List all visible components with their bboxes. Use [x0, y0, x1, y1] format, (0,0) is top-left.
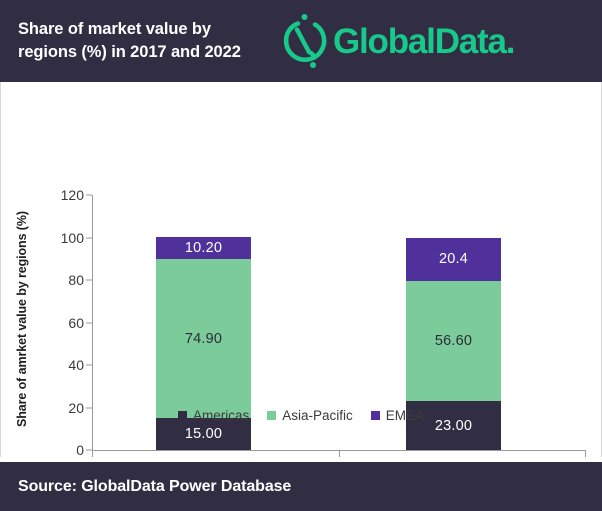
bar-value-label: 74.90 [184, 330, 223, 347]
footer-bar: Source: GlobalData Power Database [0, 462, 602, 511]
page-title: Share of market value by regions (%) in … [18, 20, 241, 61]
y-tick-mark [86, 449, 92, 451]
chart-legend: Americas Asia-Pacific EMEA [0, 408, 602, 423]
y-tick-label: 80 [68, 272, 84, 288]
legend-swatch [370, 411, 380, 420]
x-tick-separator [338, 450, 340, 457]
legend-item-asia-pacific[interactable]: Asia-Pacific [267, 408, 353, 423]
y-tick-label: 60 [68, 314, 84, 331]
x-tick-separator [92, 450, 93, 457]
x-tick-separator [585, 450, 586, 457]
legend-swatch [177, 411, 187, 420]
bar-segment-asia-pacific[interactable]: 56.60 [406, 280, 501, 402]
bar-value-label: 10.20 [184, 240, 223, 257]
y-axis-title-text: Share of amrket value by regions (%) [15, 211, 29, 427]
y-tick-label: 40 [68, 357, 84, 373]
legend-item-emea[interactable]: EMEA [370, 408, 425, 423]
legend-item-americas[interactable]: Americas [177, 408, 250, 423]
globaldata-circle-mark-icon [283, 14, 327, 68]
y-axis-title: Share of amrket value by regions (%) [15, 0, 29, 427]
legend-swatch [267, 411, 277, 420]
bar-segment-emea[interactable]: 20.4 [406, 237, 501, 281]
globaldata-logo: GlobalData. [278, 13, 515, 69]
chart-card: Share of amrket value by regions (%) 0 20… [0, 82, 602, 475]
y-axis-line [92, 195, 93, 450]
y-tick-mark [86, 407, 92, 408]
y-tick-mark [86, 279, 92, 281]
plot-area: 0 20 40 60 80 100 120 15.00 74.90 10.20 23.00 56.6… [61, 187, 586, 475]
bar-segment-emea[interactable]: 10.20 [156, 237, 251, 259]
header-bar: Share of market value by regions (%) in … [0, 0, 602, 82]
y-tick-label: 120 [60, 187, 84, 203]
bar-segment-americas[interactable]: 23.00 [406, 401, 501, 450]
legend-label: Americas [192, 408, 250, 423]
y-tick-label: 100 [60, 229, 84, 246]
bar-segment-asia-pacific[interactable]: 74.90 [156, 258, 251, 419]
bar-value-label: 15.00 [184, 426, 223, 443]
y-tick-mark [86, 364, 92, 366]
y-tick-mark [86, 322, 92, 323]
source-label: Source: GlobalData Power Database [18, 477, 292, 495]
y-tick-label: 20 [68, 399, 84, 416]
bar-value-label: 20.4 [438, 251, 469, 268]
y-tick-mark [86, 194, 92, 196]
bar-value-label: 56.60 [434, 332, 473, 349]
bar-segment-americas[interactable]: 15.00 [156, 418, 251, 450]
legend-label: Asia-Pacific [282, 408, 353, 423]
bar-value-label: 23.00 [434, 417, 473, 434]
y-tick-label: 0 [76, 442, 84, 458]
y-tick-mark [86, 237, 92, 238]
brand-wordmark: GlobalData. [333, 21, 515, 61]
legend-label: EMEA [385, 408, 425, 423]
